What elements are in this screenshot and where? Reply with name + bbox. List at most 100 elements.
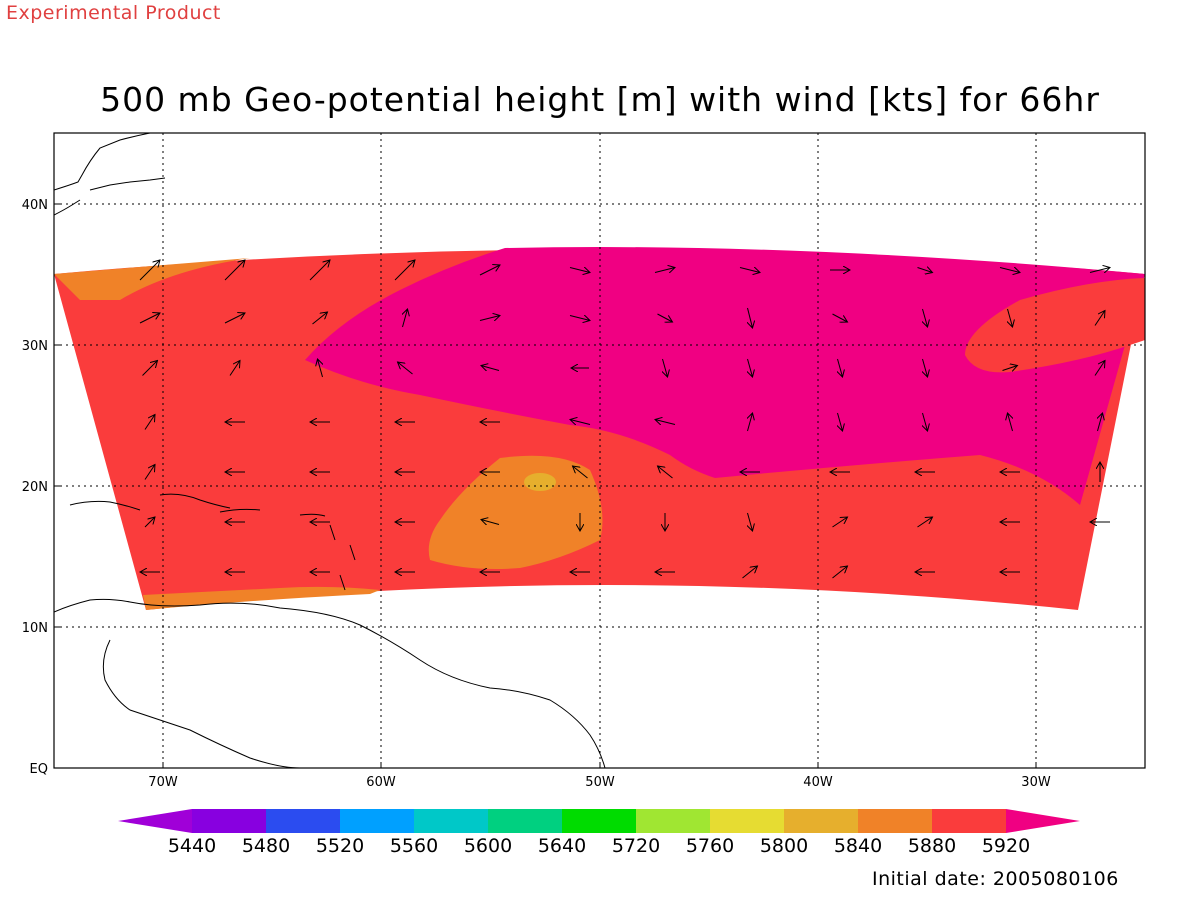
height-band-5880-central <box>428 455 603 569</box>
colorbar-swatch <box>858 809 932 833</box>
wind-vector-arrow <box>1098 413 1103 432</box>
wind-vector-arrow <box>1002 366 1018 371</box>
wind-vectors <box>139 260 1110 579</box>
wind-vector-arrow <box>748 307 753 328</box>
colorbar-label: 5480 <box>242 835 290 857</box>
colorbar-swatch <box>636 809 710 833</box>
wind-vector-arrow <box>224 313 245 324</box>
wind-vector-arrow <box>999 268 1020 273</box>
product-label: Experimental Product <box>6 2 221 24</box>
wind-vector-arrow <box>658 466 673 479</box>
wind-vector-arrow <box>742 566 758 579</box>
wind-vector-arrow <box>832 517 848 528</box>
wind-vector-arrow <box>1008 413 1013 432</box>
wind-vector-arrow <box>229 361 240 376</box>
wind-vector-arrow <box>748 413 753 432</box>
colorbar-swatch <box>340 809 414 833</box>
wind-vector-arrow <box>573 466 588 479</box>
colorbar-arrow-left <box>118 809 192 833</box>
colorbar-label: 5520 <box>316 835 364 857</box>
colorbar-label: 5840 <box>834 835 882 857</box>
lat-label-40n: 40N <box>22 198 48 213</box>
lat-label-30n: 30N <box>22 339 48 354</box>
wind-vector-arrow <box>917 517 933 528</box>
lat-axis-labels: 40N 30N 20N 10N EQ <box>22 198 48 777</box>
lat-label-10n: 10N <box>22 621 48 636</box>
wind-vector-arrow <box>1008 308 1013 327</box>
wind-vector-arrow <box>398 362 413 375</box>
lon-label-60w: 60W <box>366 775 396 790</box>
colorbar-arrow-right <box>1006 809 1080 833</box>
wind-vector-arrow <box>481 366 500 371</box>
colorbar-swatch <box>414 809 488 833</box>
wind-vector-arrow <box>923 358 928 377</box>
wind-vector-arrow <box>739 268 760 273</box>
height-band-5920-east <box>965 278 1145 373</box>
wind-vector-arrow <box>394 260 415 281</box>
height-band-5960 <box>305 247 1145 506</box>
height-band-5880-northwest <box>54 258 250 300</box>
south-america-coast <box>54 598 606 768</box>
lat-lon-grid <box>54 133 1145 768</box>
wind-vector-arrow <box>832 313 848 322</box>
wind-vector-arrow <box>748 358 753 377</box>
wind-vector-arrow <box>569 316 590 321</box>
lon-label-40w: 40W <box>803 775 833 790</box>
colorbar-label: 5640 <box>538 835 586 857</box>
colorbar-label: 5440 <box>168 835 216 857</box>
coastlines <box>54 133 606 768</box>
lon-label-50w: 50W <box>585 775 615 790</box>
wind-vector-arrow <box>917 268 933 273</box>
wind-vector-arrow <box>655 420 676 425</box>
colorbar-label: 5880 <box>908 835 956 857</box>
height-band-5880-south-edge <box>143 586 380 610</box>
wind-vector-arrow <box>403 309 408 328</box>
wind-vector-arrow <box>318 359 323 378</box>
axis-ticks <box>54 203 1037 768</box>
colorbar-swatch <box>710 809 784 833</box>
wind-vector-arrow <box>481 520 500 525</box>
wind-vector-arrow <box>654 268 675 273</box>
wind-vector-arrow <box>312 312 328 325</box>
lat-label-20n: 20N <box>22 480 48 495</box>
north-america-coast <box>54 133 166 216</box>
wind-vector-arrow <box>224 260 245 281</box>
lat-label-eq: EQ <box>30 762 48 777</box>
wind-vector-arrow <box>1094 311 1105 326</box>
wind-vector-arrow <box>570 420 591 425</box>
wind-vector-arrow <box>144 415 155 430</box>
colorbar-swatch <box>488 809 562 833</box>
colorbar-label: 5600 <box>464 835 512 857</box>
wind-vector-arrow <box>838 358 843 377</box>
wind-vector-arrow <box>144 517 155 528</box>
wind-vector-arrow <box>832 566 848 579</box>
wind-vector-arrow <box>657 313 673 322</box>
lon-label-70w: 70W <box>148 775 178 790</box>
colorbar-swatch <box>192 809 266 833</box>
colorbar: 5440 5480 5520 5560 5600 5640 5720 5760 5800 5840… <box>118 809 1080 857</box>
caribbean-islands <box>69 493 356 591</box>
wind-vector-arrow <box>144 465 155 480</box>
wind-vector-arrow <box>479 316 500 321</box>
colorbar-label: 5800 <box>760 835 808 857</box>
wind-vector-arrow <box>142 361 158 376</box>
lon-label-30w: 30W <box>1021 775 1051 790</box>
wind-vector-arrow <box>923 412 928 431</box>
wind-vector-arrow <box>309 260 330 281</box>
colorbar-swatch <box>266 809 340 833</box>
colorbar-label: 5760 <box>686 835 734 857</box>
map-plot-area <box>54 133 1145 768</box>
colorbar-swatch <box>562 809 636 833</box>
wind-vector-arrow <box>139 313 160 324</box>
initial-date-label: Initial date: 2005080106 <box>872 868 1119 890</box>
wind-vector-arrow <box>569 268 590 273</box>
colorbar-label: 5720 <box>612 835 660 857</box>
wind-vector-arrow <box>748 512 753 531</box>
wind-vector-arrow <box>838 412 843 431</box>
wind-vector-arrow <box>1089 268 1110 273</box>
wind-vector-arrow <box>1094 361 1105 376</box>
wind-vector-arrow <box>479 265 500 276</box>
map-title: 500 mb Geo-potential height [m] with win… <box>100 80 1100 119</box>
colorbar-label: 5560 <box>390 835 438 857</box>
